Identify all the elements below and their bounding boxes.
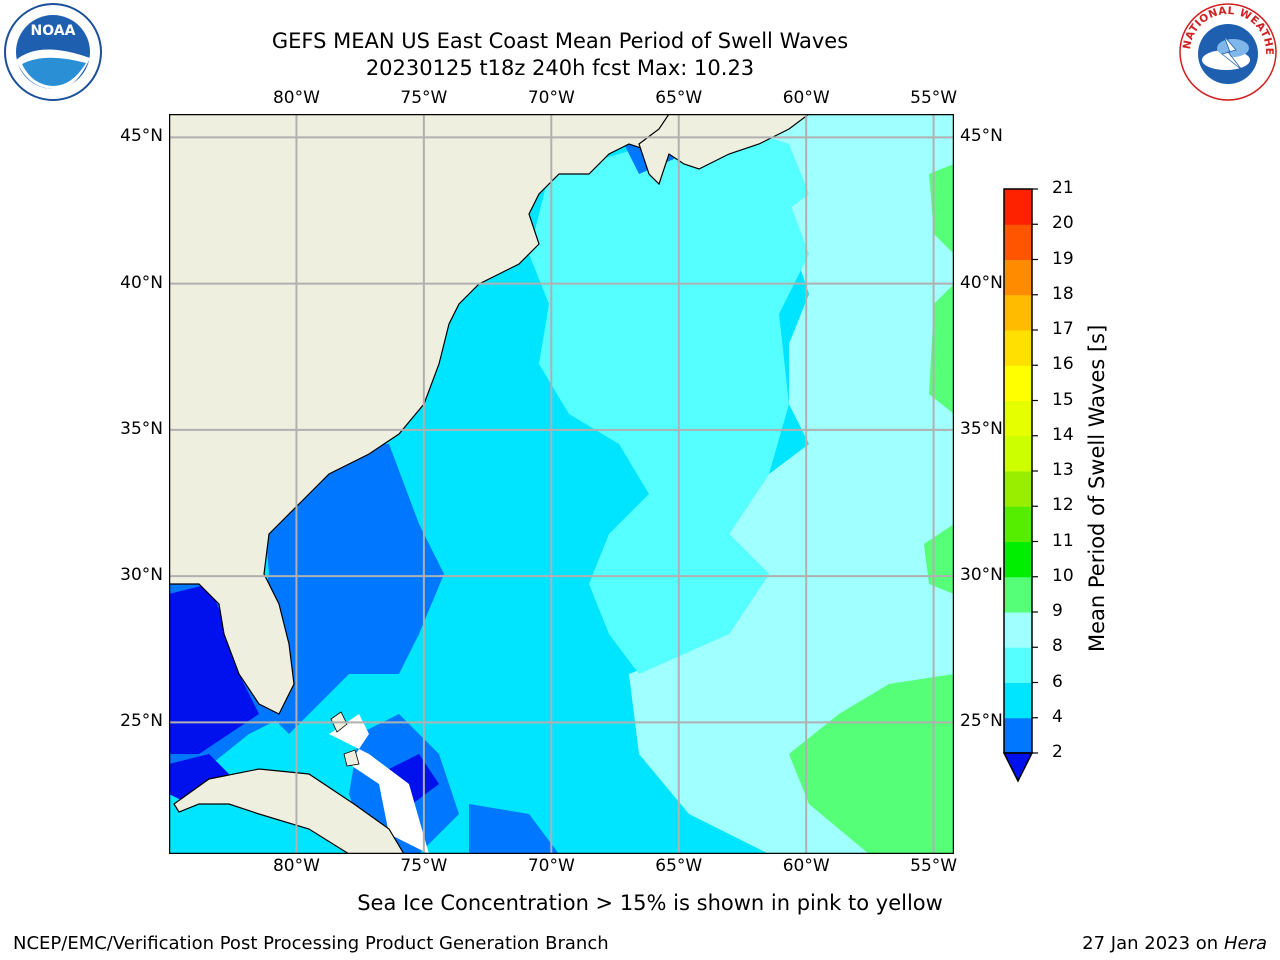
swell-period-map	[169, 114, 954, 854]
colorbar-swatch	[1004, 471, 1032, 507]
lon-tick-label-top: 75°W	[400, 88, 448, 108]
colorbar-tick-label: 4	[1052, 706, 1063, 727]
period-zone-6-8	[529, 114, 809, 674]
lon-tick-label-top: 70°W	[527, 88, 575, 108]
colorbar-tick-label: 10	[1052, 565, 1074, 586]
period-zone-9-10	[789, 674, 954, 854]
footer-date: 27 Jan 2023 on Hera	[1082, 933, 1267, 954]
colorbar-swatch	[1004, 400, 1032, 437]
colorbar-tick-label: 20	[1052, 213, 1074, 234]
footer-credit: NCEP/EMC/Verification Post Processing Pr…	[13, 933, 609, 954]
colorbar-swatch	[1004, 717, 1032, 754]
lat-tick-label-right: 45°N	[960, 126, 1003, 147]
lat-tick-label-left: 25°N	[120, 711, 163, 732]
colorbar-swatch	[1004, 541, 1032, 578]
colorbar-swatch	[1004, 330, 1032, 366]
lat-tick-label-left: 45°N	[120, 126, 163, 147]
colorbar	[1002, 188, 1038, 783]
cuba-land	[173, 768, 405, 854]
sea-ice-caption: Sea Ice Concentration > 15% is shown in …	[357, 891, 943, 915]
map-subtitle: 20230125 t18z 240h fcst Max: 10.23	[365, 56, 755, 80]
lat-tick-label-left: 40°N	[120, 272, 163, 293]
lon-tick-label-bottom: 80°W	[272, 856, 320, 876]
lat-tick-label-right: 40°N	[960, 272, 1003, 293]
colorbar-tick-label: 8	[1052, 636, 1063, 657]
colorbar-swatch	[1004, 435, 1032, 472]
colorbar-tick-label: 13	[1052, 460, 1074, 480]
colorbar-tick-label: 6	[1052, 671, 1063, 692]
colorbar-tick-label: 9	[1052, 601, 1063, 621]
period-zone-9-10-east	[924, 164, 954, 594]
bahamas-land	[330, 711, 360, 767]
svg-text:NOAA: NOAA	[31, 23, 76, 39]
noaa-logo-icon: NOAA	[4, 3, 102, 101]
footer-host: Hera	[1223, 933, 1267, 954]
colorbar-tick-label: 2	[1052, 742, 1063, 762]
colorbar-tick-label: 14	[1052, 424, 1074, 445]
colorbar-swatch	[1004, 294, 1032, 331]
colorbar-swatch	[1004, 189, 1032, 225]
maritimes-land	[638, 114, 810, 186]
lon-tick-label-bottom: 70°W	[527, 856, 575, 876]
period-zone-2-4	[249, 444, 444, 734]
lon-tick-label-top: 80°W	[272, 88, 320, 108]
lon-tick-label-top: 60°W	[782, 88, 830, 108]
colorbar-swatch	[1004, 682, 1032, 719]
colorbar-swatch	[1004, 259, 1032, 296]
colorbar-swatch	[1004, 647, 1032, 683]
nws-logo-icon: NATIONAL WEATHER SERVICE	[1176, 0, 1277, 101]
lat-tick-label-left: 30°N	[120, 565, 163, 586]
period-zone-below-2	[169, 584, 259, 804]
footer-date-text: 27 Jan 2023 on	[1082, 933, 1224, 954]
colorbar-swatch	[1004, 365, 1032, 401]
period-zone-8-9	[629, 114, 954, 854]
colorbar-title: Mean Period of Swell Waves [s]	[1085, 324, 1109, 652]
colorbar-swatch	[1004, 576, 1032, 613]
colorbar-tick-label: 12	[1052, 495, 1074, 516]
colorbar-swatch	[1004, 506, 1032, 542]
colorbar-tick-label: 17	[1052, 319, 1074, 339]
lon-tick-label-bottom: 65°W	[655, 856, 703, 876]
map-title: GEFS MEAN US East Coast Mean Period of S…	[271, 29, 849, 53]
lon-tick-label-top: 55°W	[910, 88, 958, 108]
colorbar-swatch	[1004, 612, 1032, 648]
lon-tick-label-bottom: 75°W	[400, 856, 448, 876]
colorbar-tick-label: 11	[1052, 530, 1074, 551]
colorbar-tick-label: 18	[1052, 283, 1074, 304]
colorbar-tick-label: 15	[1052, 389, 1074, 410]
lat-tick-label-left: 35°N	[120, 418, 163, 439]
lat-lon-grid	[169, 114, 954, 854]
lon-tick-label-bottom: 55°W	[910, 856, 958, 876]
colorbar-tick-label: 19	[1052, 248, 1074, 269]
colorbar-swatch	[1004, 224, 1032, 260]
colorbar-tick-label: 21	[1052, 178, 1074, 198]
lat-tick-label-right: 25°N	[960, 711, 1003, 732]
lon-tick-label-top: 65°W	[655, 88, 703, 108]
map-frame	[169, 114, 954, 854]
colorbar-extend-min	[1002, 752, 1034, 783]
no-data-bahamas	[329, 714, 429, 854]
lat-tick-label-right: 30°N	[960, 565, 1003, 586]
lat-tick-label-right: 35°N	[960, 418, 1003, 439]
colorbar-tick-label: 16	[1052, 354, 1074, 375]
lon-tick-label-bottom: 60°W	[782, 856, 830, 876]
